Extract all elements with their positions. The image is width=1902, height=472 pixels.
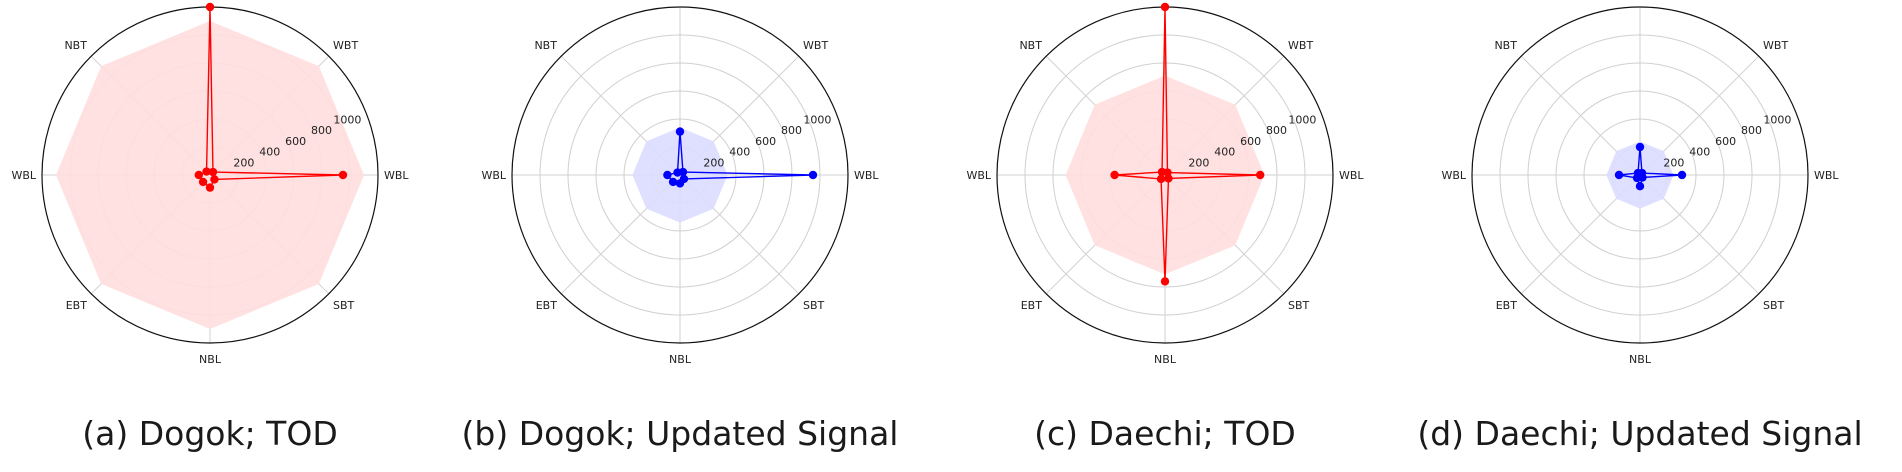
radial-tick-label-200: 200	[233, 156, 254, 169]
angle-label-nbt-3: NBT	[1019, 39, 1042, 52]
angle-label-wbt-1: WBT	[1288, 39, 1313, 52]
series-point-sbl-2	[1635, 142, 1645, 152]
caption-c: (c) Daechi; TOD	[1034, 414, 1296, 453]
angle-label-ebt-5: EBT	[1496, 299, 1517, 312]
radar-chart-daechi-updated-signal: 2004006008001000WBLWBTSBLNBTWBLEBTNBLSBT	[1441, 6, 1839, 366]
angle-label-wbl-0: WBL	[1814, 169, 1839, 182]
radial-tick-label-200: 200	[1188, 156, 1209, 169]
radial-tick-label-1000: 1000	[333, 113, 361, 126]
angle-label-wbl-0: WBL	[384, 169, 409, 182]
radial-tick-label-400: 400	[1214, 146, 1235, 159]
caption-b: (b) Dogok; Updated Signal	[462, 414, 899, 453]
angle-label-nbt-3: NBT	[64, 39, 87, 52]
series-point-nbl-6	[205, 183, 215, 192]
caption-d: (d) Daechi; Updated Signal	[1417, 414, 1862, 453]
radial-tick-label-400: 400	[729, 146, 750, 159]
radial-tick-label-600: 600	[1240, 135, 1261, 148]
series-point-wbl-4	[1110, 170, 1119, 180]
caption-a: (a) Dogok; TOD	[82, 414, 337, 453]
radial-tick-label-1000: 1000	[1763, 113, 1791, 126]
series-point-wbl-4	[663, 170, 672, 180]
series-point-wbl-0	[338, 170, 348, 180]
angle-label-nbt-3: NBT	[1494, 39, 1517, 52]
series-point-sbl-2	[1160, 2, 1170, 12]
radial-tick-label-200: 200	[703, 156, 724, 169]
radar-chart-daechi-tod: 2004006008001000WBLWBTSBLNBTWBLEBTNBLSBT	[966, 2, 1364, 366]
angle-label-wbl-4: WBL	[1441, 169, 1466, 182]
angle-label-ebt-5: EBT	[66, 299, 87, 312]
angle-label-wbl-4: WBL	[481, 169, 506, 182]
radial-tick-label-400: 400	[259, 146, 280, 159]
angle-label-sbt-7: SBT	[803, 299, 825, 312]
series-point-wbt-1	[208, 167, 218, 177]
outer-frame	[1471, 6, 1809, 344]
angle-label-nbl-6: NBL	[1154, 353, 1177, 366]
radial-tick-label-800: 800	[1266, 124, 1287, 137]
series-point-ebt-5	[1156, 174, 1166, 184]
series-point-nbt-3	[673, 168, 682, 177]
angle-label-wbl-0: WBL	[854, 169, 879, 182]
radial-tick-label-800: 800	[1741, 124, 1762, 137]
radar-chart-dogok-updated-signal: 2004006008001000WBLWBTSBLNBTWBLEBTNBLSBT	[481, 6, 879, 366]
series-point-ebt-5	[668, 177, 678, 187]
angle-label-wbt-1: WBT	[1763, 39, 1788, 52]
radial-tick-label-800: 800	[311, 124, 332, 137]
angle-label-wbt-1: WBT	[333, 39, 358, 52]
radial-tick-label-400: 400	[1689, 146, 1710, 159]
series-point-sbl-2	[205, 2, 215, 12]
series-point-wbl-0	[1256, 170, 1265, 180]
series-point-wbl-0	[808, 170, 818, 180]
angle-label-wbt-1: WBT	[803, 39, 828, 52]
angle-label-sbt-7: SBT	[333, 299, 355, 312]
band-area-0	[56, 21, 364, 329]
angle-label-wbl-0: WBL	[1339, 169, 1364, 182]
angle-label-wbl-4: WBL	[11, 169, 36, 182]
radial-tick-label-600: 600	[285, 135, 306, 148]
angle-label-ebt-5: EBT	[1021, 299, 1042, 312]
series-point-sbt-7	[1164, 174, 1173, 183]
angle-label-sbt-7: SBT	[1763, 299, 1785, 312]
angle-label-nbl-6: NBL	[199, 353, 222, 366]
radial-tick-label-1000: 1000	[1288, 113, 1316, 126]
angle-label-nbl-6: NBL	[1629, 353, 1652, 366]
series-point-wbl-4	[1614, 170, 1624, 180]
series-point-nbl-6	[1160, 277, 1170, 286]
radial-tick-label-600: 600	[1715, 135, 1736, 148]
series-point-ebt-5	[198, 177, 208, 187]
series-point-sbt-7	[210, 175, 219, 184]
radial-tick-label-600: 600	[755, 135, 776, 148]
series-point-nbt-3	[202, 167, 211, 176]
angle-label-sbt-7: SBT	[1288, 299, 1310, 312]
angle-label-nbt-3: NBT	[534, 39, 557, 52]
angle-label-nbl-6: NBL	[669, 353, 692, 366]
series-point-wbl-4	[194, 170, 203, 180]
series-point-wbl-0	[1677, 170, 1687, 180]
series-point-nbt-3	[1157, 167, 1167, 177]
radial-tick-label-800: 800	[781, 124, 802, 137]
angle-label-wbl-4: WBL	[966, 169, 991, 182]
outer-frame	[511, 6, 849, 344]
radial-tick-label-1000: 1000	[803, 113, 831, 126]
angle-label-ebt-5: EBT	[536, 299, 557, 312]
radial-tick-label-200: 200	[1663, 156, 1684, 169]
series-point-nbl-6	[1635, 182, 1645, 191]
series-point-sbl-2	[675, 127, 685, 136]
radar-chart-dogok-tod: 2004006008001000WBLWBTSBLNBTWBLEBTNBLSBT	[11, 2, 409, 366]
series-point-sbt-7	[679, 174, 689, 184]
series-point-sbt-7	[1638, 173, 1647, 182]
